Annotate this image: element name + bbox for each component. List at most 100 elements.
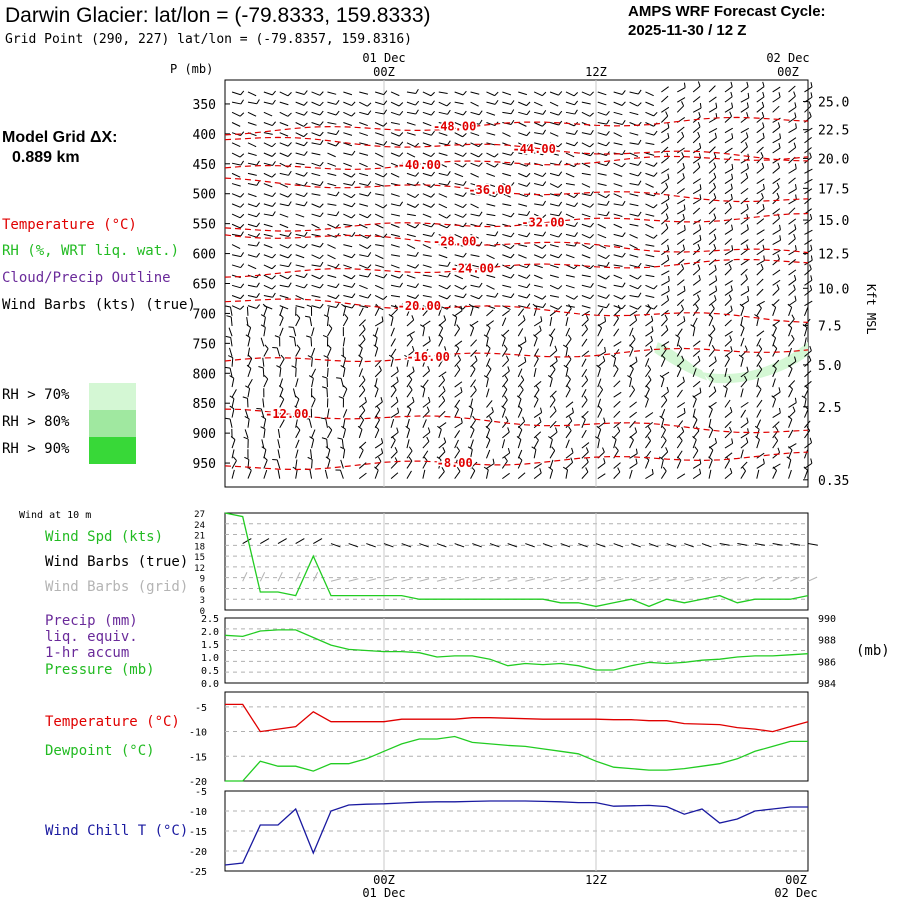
wind-barb <box>534 264 543 269</box>
forecast-cycle-label: AMPS WRF Forecast Cycle: <box>628 3 826 20</box>
wind-barb-flag <box>260 324 266 328</box>
wind-barb-flag <box>573 193 579 198</box>
wind-barb <box>629 411 638 418</box>
wind-barb <box>486 294 496 298</box>
wind-barb <box>740 259 749 266</box>
wind-barb <box>613 264 623 267</box>
height-tick-label: 20.0 <box>818 152 849 167</box>
wind-barb-flag <box>486 324 491 329</box>
wind-barb <box>470 284 480 288</box>
wind-barb <box>326 408 330 418</box>
wind-barb <box>311 274 321 280</box>
wind-barb <box>613 122 623 125</box>
wind-barb <box>359 274 369 278</box>
wind-barb <box>676 381 685 388</box>
wind-barb-flag <box>617 467 621 473</box>
wind-barb <box>295 398 300 408</box>
wind-barb <box>613 400 621 408</box>
wind-barb-flag <box>558 191 563 197</box>
wind-barb <box>502 132 511 137</box>
wind-barb <box>629 244 638 250</box>
wind-barb <box>470 122 480 125</box>
wind-barb <box>565 420 573 429</box>
wind-barb <box>406 439 410 449</box>
wind-barb <box>629 319 637 327</box>
wind-barb-flag <box>617 426 621 432</box>
wind-barb <box>565 317 569 327</box>
wind-barb-flag <box>713 172 717 178</box>
wind-barb-flag <box>806 426 811 431</box>
wind-barb <box>677 97 686 103</box>
wind-barb <box>279 284 289 288</box>
wind-barb <box>247 378 253 388</box>
pressure-tick-label: 750 <box>193 337 216 352</box>
wind-barb-flag <box>320 261 324 267</box>
wind-barb <box>327 172 337 177</box>
wind-barb <box>326 388 328 398</box>
wind-barb <box>390 172 400 178</box>
wind-barb <box>676 368 682 378</box>
wind-barb <box>708 197 717 205</box>
wind-barb <box>327 111 337 116</box>
wind-barb-flag <box>520 375 525 381</box>
wind-barb-flag <box>570 457 574 463</box>
wind-barb-flag <box>467 446 473 450</box>
wind-barb-flag <box>420 385 426 389</box>
wind-barb <box>597 172 607 176</box>
wind-barb <box>311 152 321 156</box>
wind-barb <box>406 331 415 337</box>
wind-barb <box>502 305 511 310</box>
wind-barb-flag <box>680 304 684 310</box>
wind-barb <box>309 317 313 327</box>
wind-barb-flag <box>460 305 463 311</box>
wind-barb <box>343 183 353 186</box>
wind-barb-flag <box>681 263 685 269</box>
wind-barb <box>486 111 496 116</box>
wind-barb-flag <box>415 251 419 257</box>
wind-barb <box>613 193 623 198</box>
wind-barb-flag <box>462 122 467 127</box>
wind-barb <box>342 306 347 316</box>
wind-barb <box>724 472 733 480</box>
wind-barb <box>422 254 432 257</box>
wind-barb <box>438 111 448 115</box>
wind-barb-flag <box>351 112 356 117</box>
wind-barb-grid <box>631 578 642 582</box>
wind-barb-flag <box>240 252 244 257</box>
wind-barb <box>342 418 346 428</box>
wind-barb-flag <box>653 285 658 290</box>
wind-barb-flag <box>606 211 610 217</box>
wind-barb-flag <box>494 231 499 237</box>
wind-barb-flag <box>243 436 249 440</box>
wind-barb-flag <box>584 395 588 401</box>
wind-barb <box>645 183 654 188</box>
wind-barb-flag <box>589 91 594 96</box>
wind-barb <box>327 213 337 217</box>
wind-barb <box>692 157 701 164</box>
wind-barb <box>295 193 305 198</box>
wind-barb <box>772 440 779 449</box>
wind-barb-flag <box>524 336 527 342</box>
wind-barb-flag <box>665 111 669 117</box>
wind-barb <box>740 229 749 235</box>
wind-barb <box>311 368 317 378</box>
wind-barb-flag <box>810 92 813 98</box>
wind-barb-flag <box>682 162 685 169</box>
wind-barb <box>740 127 749 134</box>
wind-barb <box>327 274 337 278</box>
wind-barb <box>549 203 559 207</box>
wind-barb-flag <box>510 150 515 156</box>
wind-barb-flag <box>665 213 669 219</box>
wind-barb <box>390 412 399 418</box>
wind-barb <box>454 422 463 429</box>
wind-barb <box>772 147 781 154</box>
wind-barb-flag <box>746 417 749 423</box>
wind-barb <box>692 439 697 449</box>
wind-barb <box>374 370 382 378</box>
wind-barb-flag <box>510 264 515 270</box>
wind-barb <box>533 412 542 418</box>
wind-barb-flag <box>430 193 435 198</box>
wind-barb-flag <box>745 437 749 443</box>
wind-barb <box>375 274 384 279</box>
wind-barb <box>661 329 669 337</box>
